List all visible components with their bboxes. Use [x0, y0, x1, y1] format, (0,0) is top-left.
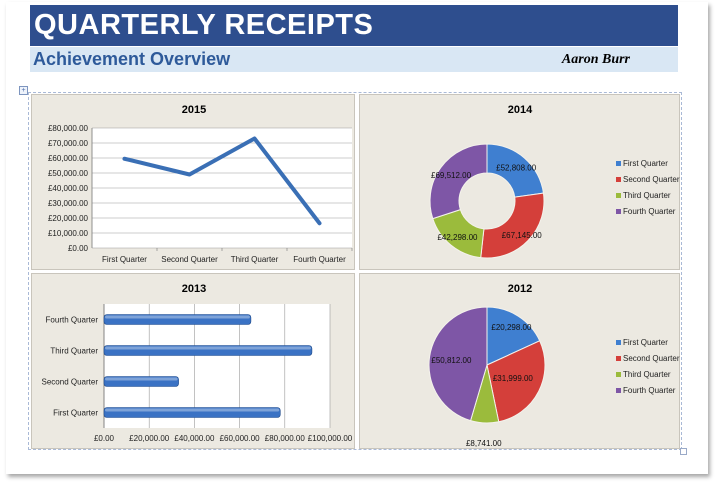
series-line [122, 136, 322, 226]
chart-panel-2012[interactable]: 2012 £20,298.00 £31,999.00 £8,741.00 £50,812… [359, 273, 680, 449]
page-title: QUARTERLY RECEIPTS [30, 5, 678, 46]
data-label: £8,741.00 [466, 439, 502, 448]
pie-chart-2012: 2012 £20,298.00 £31,999.00 £8,741.00 £50,812… [428, 283, 680, 448]
chart-panel-2015[interactable]: 2015 £0.00 £10,000.00 £20,000.00 £30,000.00 £… [31, 94, 355, 270]
y-tick-label: £70,000.00 [48, 139, 89, 148]
y-tick-label: £30,000.00 [48, 199, 89, 208]
slice-second-quarter [486, 340, 546, 423]
y-tick-label: Third Quarter [50, 347, 98, 356]
data-point [123, 157, 126, 161]
legend-swatch [616, 193, 621, 198]
chart-title: 2013 [182, 283, 206, 295]
data-label: £50,812.00 [431, 356, 472, 365]
x-tick-label: £20,000.00 [129, 434, 170, 443]
y-tick-label: £50,000.00 [48, 169, 89, 178]
bar-third-quarter [103, 345, 313, 356]
legend-label: Third Quarter [623, 191, 671, 200]
x-tick-label: First Quarter [102, 255, 147, 264]
chart-title: 2015 [182, 104, 206, 116]
bar-second-quarter [103, 376, 179, 387]
y-tick-label: Second Quarter [42, 378, 99, 387]
legend-label: Fourth Quarter [623, 386, 676, 395]
legend-swatch [616, 388, 621, 393]
data-point [253, 137, 256, 140]
legend-label: Second Quarter [623, 175, 680, 184]
legend-label: Third Quarter [623, 370, 671, 379]
x-tick-label: £40,000.00 [174, 434, 215, 443]
data-label: £20,298.00 [491, 323, 532, 332]
data-point [318, 221, 321, 225]
chart-title: 2014 [508, 104, 533, 116]
table-frame [28, 92, 682, 450]
bar-highlight [105, 408, 280, 412]
bar-highlight [105, 346, 311, 350]
slice-fourth-quarter [428, 306, 488, 422]
resize-icon[interactable] [680, 448, 687, 455]
slice-first-quarter [486, 306, 541, 366]
x-tick-label: £100,000.00 [308, 434, 353, 443]
data-point [188, 173, 191, 176]
data-label: £67,145.00 [502, 231, 543, 240]
doughnut-chart-2014: 2014 £52,808.00 £67,145.00 £42,298.00 £69,51… [429, 104, 680, 259]
bar-highlight [105, 315, 250, 319]
chart-panel-2013[interactable]: 2013 £0.00 £20,000.00 £40,000.00 £60,000.00 £… [31, 273, 355, 449]
line-chart-2015: 2015 £0.00 £10,000.00 £20,000.00 £30,000.00 £… [48, 104, 353, 264]
legend-label: Fourth Quarter [623, 207, 676, 216]
subtitle: Achievement Overview [33, 49, 231, 69]
y-tick-label: £20,000.00 [48, 214, 89, 223]
chart-title: 2012 [508, 283, 532, 295]
data-label: £69,512.00 [431, 171, 472, 180]
legend-label: First Quarter [623, 338, 668, 347]
legend-swatch [616, 356, 621, 361]
y-tick-label: £80,000.00 [48, 124, 89, 133]
legend-swatch [616, 340, 621, 345]
legend-swatch [616, 177, 621, 182]
y-tick-label: £10,000.00 [48, 229, 89, 238]
bar-chart-2013: 2013 £0.00 £20,000.00 £40,000.00 £60,000.00 £… [42, 283, 353, 443]
y-tick-label: £60,000.00 [48, 154, 89, 163]
bar-fourth-quarter [103, 314, 252, 325]
legend-swatch [616, 209, 621, 214]
x-tick-label: Second Quarter [161, 255, 218, 264]
doughnut-hole [460, 174, 514, 228]
x-tick-label: £80,000.00 [265, 434, 306, 443]
legend-swatch [616, 372, 621, 377]
y-tick-label: Fourth Quarter [46, 316, 99, 325]
x-tick-label: £0.00 [94, 434, 115, 443]
bar-first-quarter [103, 407, 281, 418]
data-label: £42,298.00 [437, 233, 478, 242]
x-tick-label: Third Quarter [231, 255, 279, 264]
author-name: Aaron Burr [561, 52, 630, 67]
slice-second-quarter [480, 192, 545, 259]
y-tick-label: First Quarter [53, 409, 98, 418]
x-tick-label: Fourth Quarter [293, 255, 346, 264]
move-icon[interactable]: + [19, 86, 28, 95]
subtitle-bar: Achievement Overview Aaron Burr [30, 47, 678, 72]
legend-swatch [616, 161, 621, 166]
x-tick-label: £60,000.00 [220, 434, 261, 443]
bar-highlight [105, 377, 178, 381]
data-label: £31,999.00 [493, 374, 534, 383]
y-tick-label: £0.00 [68, 244, 89, 253]
legend-label: First Quarter [623, 159, 668, 168]
y-tick-label: £40,000.00 [48, 184, 89, 193]
data-label: £52,808.00 [496, 163, 537, 172]
chart-panel-2014[interactable]: 2014 £52,808.00 £67,145.00 £42,298.00 £69,51… [359, 94, 680, 270]
slice-fourth-quarter [429, 143, 488, 220]
legend-label: Second Quarter [623, 354, 680, 363]
